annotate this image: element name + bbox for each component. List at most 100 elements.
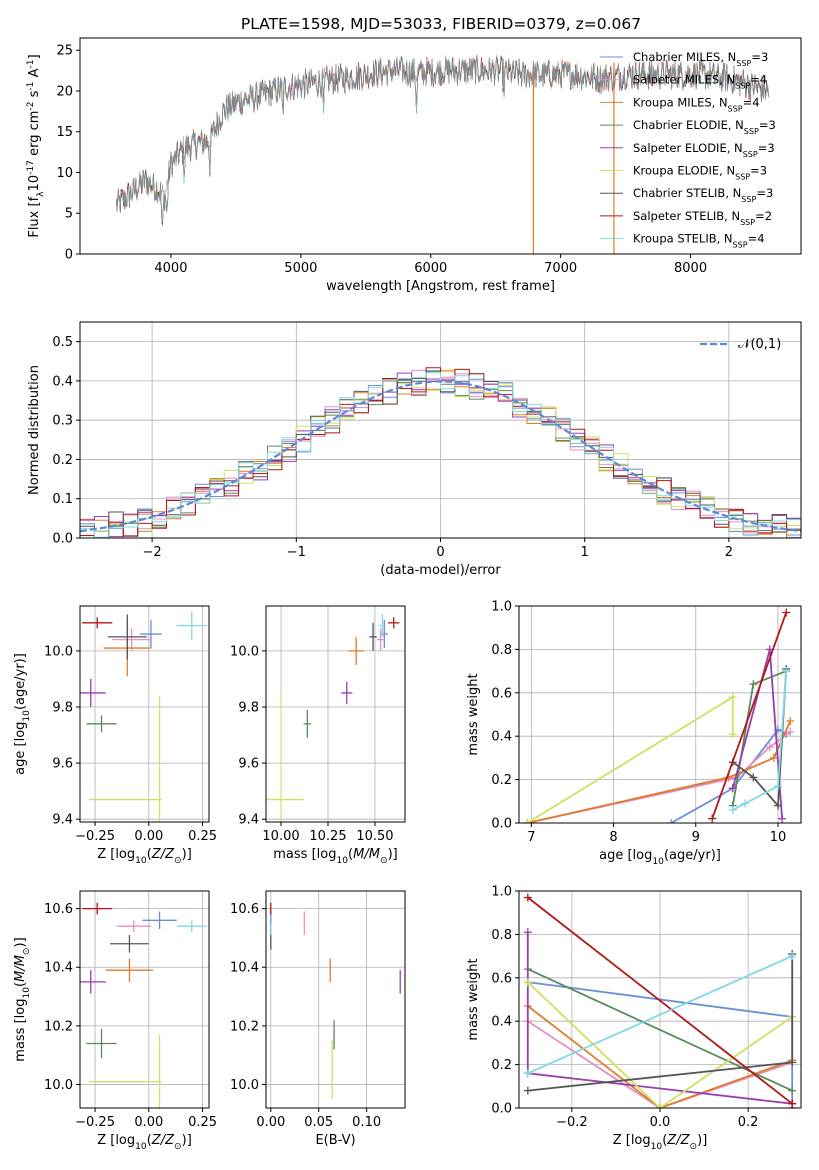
y-tick-label: 10.6	[230, 902, 259, 917]
plus-marker	[765, 743, 774, 752]
axes-frame	[79, 890, 210, 1109]
y-tick-label: 0.4	[52, 374, 73, 389]
spectrum-data-line	[116, 56, 769, 212]
y-tick-label: 0.0	[491, 1102, 512, 1117]
legend-entry: 𝒩(0,1)	[738, 337, 781, 352]
x-tick-label: 8	[609, 830, 617, 845]
errorbar-point	[341, 681, 353, 705]
y-tick-label: 0	[65, 248, 73, 263]
mass-weight-line	[527, 731, 791, 823]
mass-weight-vs-metallicity-panel: −0.2 0.0 0.2 0.0 0.2 0.4 0.6 0.8 1.0 Z [log10(Z/Z…	[466, 885, 802, 1152]
plus-marker	[782, 667, 791, 676]
x-axis-label: Z [log10(Z/Z⊙)]	[97, 847, 192, 866]
mass-weight-line	[527, 1005, 793, 1108]
x-tick-label: −2	[143, 545, 162, 560]
errorbar-point	[112, 628, 151, 651]
plus-marker	[656, 1104, 664, 1108]
plot-area	[266, 614, 400, 822]
x-tick-label: 10	[770, 830, 787, 845]
y-tick-label: 9.8	[52, 700, 73, 715]
mass-weight-line	[527, 955, 793, 1075]
plus-marker	[773, 782, 782, 791]
x-tick-label: 7	[527, 830, 535, 845]
x-tick-label: 0.0	[650, 1115, 671, 1130]
x-tick-label: 0.05	[304, 1115, 333, 1130]
x-tick-label: −1	[287, 545, 306, 560]
legend-entry: Kroupa MILES, NSSP=4	[633, 95, 760, 113]
x-axis-label: mass [log10(M/M⊙)]	[273, 847, 397, 866]
x-tick-label: 10.25	[309, 829, 346, 844]
errorbar-point	[176, 611, 207, 640]
errorbar-point	[86, 715, 117, 733]
plot-area	[523, 608, 795, 823]
plus-marker	[788, 1099, 797, 1108]
x-tick-label: 0	[436, 545, 444, 560]
y-tick-label: 25	[56, 44, 73, 59]
y-axis-label: mass weight	[466, 673, 481, 755]
errorbar-point	[176, 920, 207, 933]
y-tick-label: 9.4	[52, 813, 73, 828]
spectrum-legend: Chabrier MILES, NSSP=3 Salpeter MILES, NS…	[600, 50, 776, 249]
y-tick-label: 0.4	[491, 1015, 512, 1030]
y-tick-label: 10.0	[230, 644, 259, 659]
figure-title: PLATE=1598, MJD=53033, FIBERID=0379, z=0…	[241, 15, 641, 33]
mass-weight-line	[526, 695, 734, 823]
x-tick-label: 9	[692, 830, 700, 845]
plus-marker	[523, 819, 532, 823]
legend-entry: Kroupa STELIB, NSSP=4	[633, 232, 765, 250]
axes-frame	[265, 605, 406, 823]
x-tick-label: 0.00	[134, 829, 163, 844]
plus-marker	[728, 693, 737, 702]
errorbar-point	[110, 934, 149, 953]
plus-marker	[708, 814, 717, 823]
errorbar-point	[82, 902, 113, 915]
y-tick-label: 0.8	[491, 928, 512, 943]
x-tick-label: 8000	[674, 261, 707, 276]
plus-marker	[523, 1086, 532, 1095]
age-vs-mass-panel: 10.00 10.25 10.50 9.4 9.6 9.8 10.0 mass [log10(…	[230, 605, 406, 866]
axes-frame	[79, 37, 802, 255]
x-axis-label: (data-model)/error	[380, 563, 501, 578]
mass-weight-line	[732, 671, 788, 811]
mass-vs-ebv-panel: 0.00 0.05 0.10 10.0 10.2 10.4 10.6 E(B-V)	[230, 890, 406, 1148]
x-tick-label: −0.25	[75, 1115, 115, 1130]
errorbar-point	[86, 1028, 117, 1059]
errorbar-point	[116, 920, 151, 933]
plot-area	[80, 902, 207, 1108]
x-tick-label: 10.50	[356, 829, 393, 844]
y-tick-label: 10.4	[44, 961, 73, 976]
plus-marker	[728, 730, 737, 739]
y-tick-label: 1.0	[491, 885, 512, 900]
axes-frame	[518, 605, 802, 824]
x-tick-label: 1	[581, 545, 589, 560]
plus-marker	[788, 1086, 797, 1095]
plus-marker	[778, 814, 787, 823]
plus-marker	[523, 1069, 532, 1078]
axes-frame	[79, 605, 210, 823]
y-tick-label: 5	[65, 207, 73, 222]
y-tick-label: 1.0	[491, 600, 512, 615]
y-tick-label: 0.2	[491, 1058, 512, 1073]
legend-entry: Chabrier ELODIE, NSSP=3	[633, 118, 776, 136]
mass-weight-line	[527, 1020, 793, 1108]
y-tick-label: 10.0	[44, 644, 73, 659]
x-tick-label: −0.25	[75, 829, 115, 844]
plot-area	[523, 893, 797, 1108]
errorbar-point	[388, 617, 400, 629]
x-tick-label: 0.25	[188, 1115, 217, 1130]
axes-frame	[265, 890, 406, 1109]
x-tick-label: 0.00	[256, 1115, 285, 1130]
age-vs-metallicity-panel: −0.25 0.00 0.25 9.4 9.6 9.8 10.0 Z [log10(Z/Z⊙)…	[13, 605, 217, 866]
y-tick-label: 0.2	[52, 453, 73, 468]
spectrum-panel: 4000 5000 6000 7000 8000 0 5 10 15 20 25 wavelength…	[26, 37, 802, 294]
x-tick-label: 5000	[284, 261, 317, 276]
plot-area	[116, 54, 769, 254]
x-axis-label: Z [log10(Z/Z⊙)]	[613, 1133, 708, 1152]
plus-marker	[741, 799, 750, 808]
y-tick-label: 0.6	[491, 686, 512, 701]
x-tick-label: 6000	[414, 261, 447, 276]
gaussian-curve	[80, 380, 801, 533]
y-tick-label: 0.0	[491, 817, 512, 832]
y-tick-label: 10.6	[44, 902, 73, 917]
